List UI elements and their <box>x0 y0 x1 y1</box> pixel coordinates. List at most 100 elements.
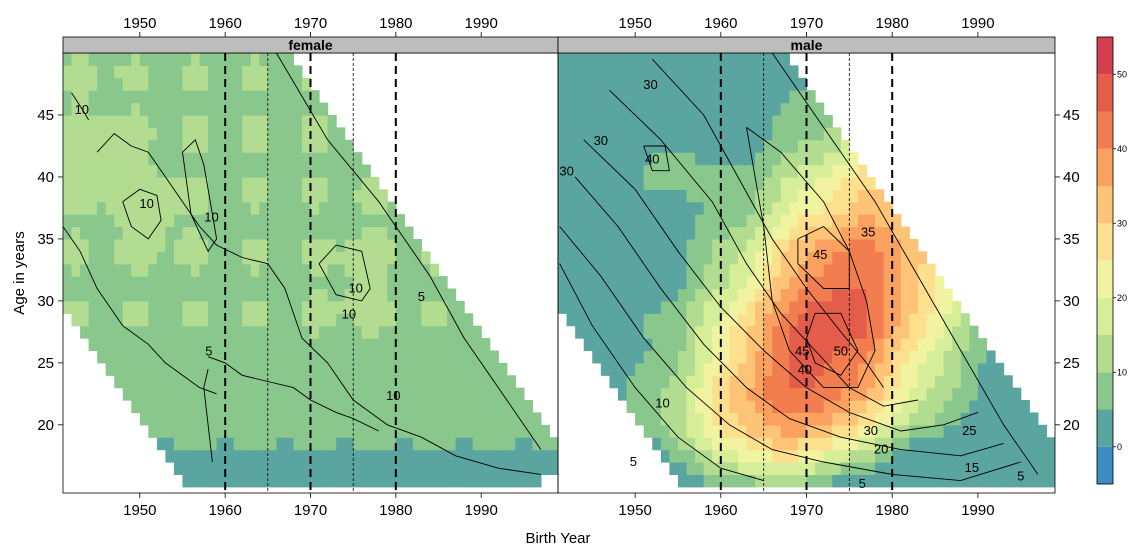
heat-cell <box>199 263 209 277</box>
contour-line <box>609 89 918 407</box>
heat-cell <box>327 189 337 203</box>
heat-cell <box>575 114 585 128</box>
heat-cell <box>600 325 611 339</box>
heat-cell <box>772 152 782 166</box>
heat-cell <box>1020 462 1030 475</box>
heat-cell <box>883 462 893 475</box>
x-tick-label: 1970 <box>294 502 327 519</box>
heat-cell <box>797 189 808 203</box>
heat-cell <box>797 164 808 178</box>
heat-cell <box>1020 400 1030 414</box>
heat-cell <box>840 437 850 451</box>
heat-cell <box>566 102 576 116</box>
heat-cell <box>284 238 295 252</box>
x-tick-label-top: 1990 <box>465 15 498 32</box>
heat-cell <box>806 437 816 451</box>
heat-cell <box>952 350 962 364</box>
heat-cell <box>695 412 705 426</box>
heat-cell <box>566 276 576 290</box>
heat-cell <box>293 251 303 265</box>
heat-cell <box>806 400 816 414</box>
heat-cell <box>900 375 910 389</box>
heat-cell <box>267 102 277 116</box>
heat-cell <box>242 65 252 79</box>
heat-cell <box>301 313 312 327</box>
heat-cell <box>755 90 765 104</box>
heat-cell <box>361 375 371 389</box>
heat-cell <box>600 152 611 166</box>
heat-cell <box>823 300 833 314</box>
heat-cell <box>686 313 696 327</box>
heat-cell <box>191 189 201 203</box>
heat-cell <box>301 300 312 314</box>
heat-cell <box>80 152 90 166</box>
heat-cell <box>952 338 962 352</box>
heat-cell <box>977 400 988 414</box>
heat-cell <box>370 449 380 463</box>
heat-cell <box>729 152 739 166</box>
heat-cell <box>532 462 542 475</box>
heat-cell <box>148 164 158 178</box>
heat-cell <box>370 313 380 327</box>
heat-cell <box>617 176 628 190</box>
heat-cell <box>378 437 388 451</box>
heat-cell <box>892 437 902 451</box>
heat-cell <box>849 387 859 401</box>
heat-cell <box>395 449 405 463</box>
heat-cell <box>626 164 636 178</box>
heat-cell <box>88 114 98 128</box>
heat-cell <box>712 114 722 128</box>
heat-cell <box>686 127 696 141</box>
heat-cell <box>780 77 790 91</box>
heat-cell <box>695 164 705 178</box>
heat-cell <box>1020 424 1030 438</box>
heat-cell <box>626 189 636 203</box>
heat-cell <box>191 201 201 215</box>
heat-cell <box>105 238 115 252</box>
heat-cell <box>643 362 653 376</box>
heat-cell <box>823 350 833 364</box>
heat-cell <box>840 387 850 401</box>
heat-cell <box>806 424 816 438</box>
heat-cell <box>131 362 141 376</box>
heat-cell <box>97 251 107 265</box>
contour-label: 50 <box>834 344 848 359</box>
heat-cell <box>233 362 243 376</box>
heat-cell <box>960 437 970 451</box>
heat-cell <box>472 462 482 475</box>
heat-cell <box>353 462 363 475</box>
heat-cell <box>199 189 209 203</box>
heat-cell <box>284 127 295 141</box>
heat-cell <box>866 214 876 228</box>
heat-cell <box>780 350 790 364</box>
heat-cell <box>293 164 303 178</box>
heat-cell <box>242 189 252 203</box>
heat-cell <box>267 189 277 203</box>
heat-cell <box>926 276 936 290</box>
heat-cell <box>617 325 628 339</box>
heat-cell <box>857 300 868 314</box>
heat-cell <box>797 77 808 91</box>
heat-cell <box>327 164 337 178</box>
heat-cell <box>353 238 363 252</box>
heat-cell <box>148 263 158 277</box>
heat-cell <box>455 362 465 376</box>
heat-cell <box>387 251 397 265</box>
heat-cell <box>789 300 799 314</box>
heat-cell <box>592 300 602 314</box>
heat-cell <box>327 127 337 141</box>
heat-cell <box>301 114 312 128</box>
heat-cell <box>165 375 175 389</box>
heat-cell <box>105 276 115 290</box>
heat-cell <box>755 152 765 166</box>
heat-cell <box>472 437 482 451</box>
heat-cell <box>960 350 970 364</box>
heat-cell <box>327 300 337 314</box>
heat-cell <box>789 164 799 178</box>
heat-cell <box>267 412 277 426</box>
heat-cell <box>267 288 277 302</box>
heat-cell <box>815 164 825 178</box>
heat-cell <box>815 263 825 277</box>
heat-cell <box>353 338 363 352</box>
heat-cell <box>361 400 371 414</box>
